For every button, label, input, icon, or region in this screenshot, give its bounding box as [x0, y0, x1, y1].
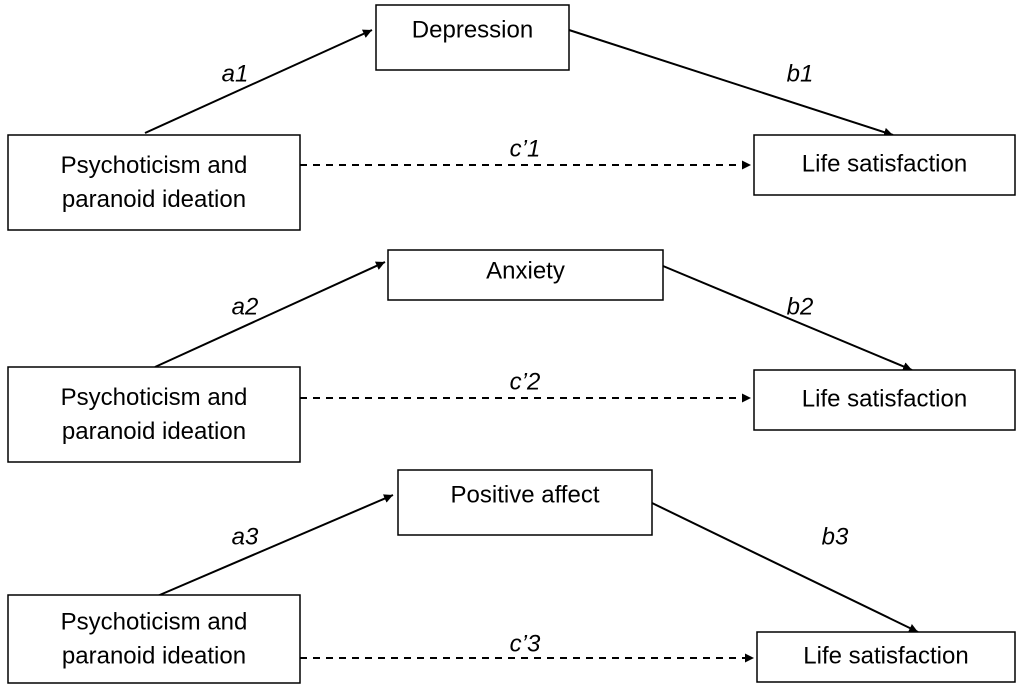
mediator-box [397, 469, 653, 536]
predictor-box [7, 366, 301, 463]
path-a-arrow [144, 29, 373, 134]
path-b-arrow [568, 29, 894, 137]
outcome-label: Life satisfaction [802, 150, 967, 177]
predictor-label: paranoid ideation [62, 418, 246, 445]
predictor-label: paranoid ideation [62, 642, 246, 669]
predictor-label: Psychoticism and [61, 384, 248, 411]
outcome-box [753, 134, 1016, 196]
path-b-arrow [651, 502, 919, 633]
predictor-label: Psychoticism and [61, 608, 248, 635]
mediator-box [375, 4, 570, 71]
path-label: c’1 [510, 135, 541, 162]
outcome-label: Life satisfaction [802, 385, 967, 412]
predictor-label: Psychoticism and [61, 152, 248, 179]
path-label: c’3 [510, 630, 541, 657]
outcome-label: Life satisfaction [803, 642, 968, 669]
path-label: a3 [232, 523, 259, 550]
path-b-arrow [662, 265, 913, 371]
mediator-label: Positive affect [451, 481, 600, 508]
path-label: c’2 [510, 368, 541, 395]
predictor-box [7, 134, 301, 231]
path-label: b2 [787, 293, 814, 320]
outcome-box [753, 369, 1016, 431]
path-label: b3 [822, 523, 849, 550]
mediator-box [387, 249, 664, 301]
mediator-label: Depression [412, 16, 533, 43]
path-a-arrow [154, 261, 386, 368]
outcome-box [756, 631, 1016, 683]
predictor-box [7, 594, 301, 684]
predictor-label: paranoid ideation [62, 186, 246, 213]
path-label: a1 [222, 60, 249, 87]
path-label: b1 [787, 60, 814, 87]
path-a-arrow [154, 494, 394, 598]
path-label: a2 [232, 293, 259, 320]
mediator-label: Anxiety [486, 257, 565, 284]
